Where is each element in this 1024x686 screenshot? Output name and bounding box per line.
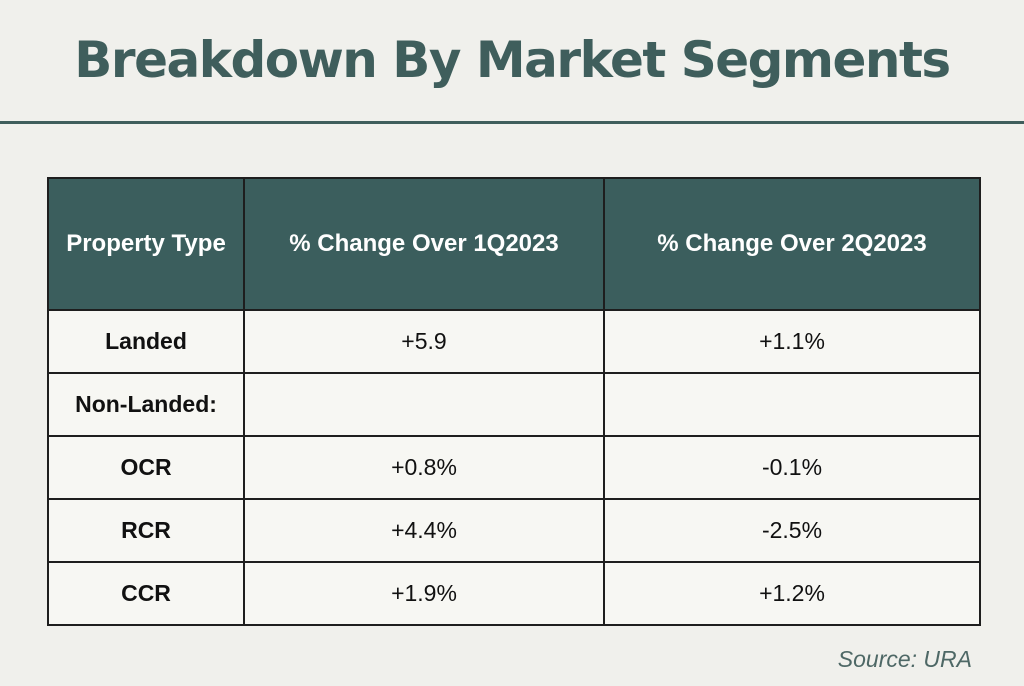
table-cell: +1.9% (243, 561, 605, 626)
table-cell: +1.2% (603, 561, 981, 626)
table-cell: +1.1% (603, 309, 981, 374)
page-title: Breakdown By Market Segments (74, 31, 951, 89)
table-cell: +5.9 (243, 309, 605, 374)
table-cell: +4.4% (243, 498, 605, 563)
table-row: Landed +5.9 +1.1% (47, 309, 981, 374)
table-cell: -0.1% (603, 435, 981, 500)
source-note: Source: URA (837, 646, 972, 672)
table-row: CCR +1.9% +1.2% (47, 561, 981, 626)
table-cell: +0.8% (243, 435, 605, 500)
table-row: Non-Landed: (47, 372, 981, 437)
column-header-change-1q2023: % Change Over 1Q2023 (243, 177, 605, 311)
row-label-landed: Landed (47, 309, 245, 374)
row-label-non-landed: Non-Landed: (47, 372, 245, 437)
table-row: RCR +4.4% -2.5% (47, 498, 981, 563)
table-cell (243, 372, 605, 437)
table-header-row: Property Type % Change Over 1Q2023 % Cha… (47, 177, 981, 311)
row-label-rcr: RCR (47, 498, 245, 563)
row-label-ocr: OCR (47, 435, 245, 500)
table-row: OCR +0.8% -0.1% (47, 435, 981, 500)
row-label-ccr: CCR (47, 561, 245, 626)
column-header-property-type: Property Type (47, 177, 245, 311)
table-cell: -2.5% (603, 498, 981, 563)
table-cell (603, 372, 981, 437)
column-header-change-2q2023: % Change Over 2Q2023 (603, 177, 981, 311)
title-divider (0, 121, 1024, 124)
market-segments-table: Property Type % Change Over 1Q2023 % Cha… (47, 177, 981, 626)
